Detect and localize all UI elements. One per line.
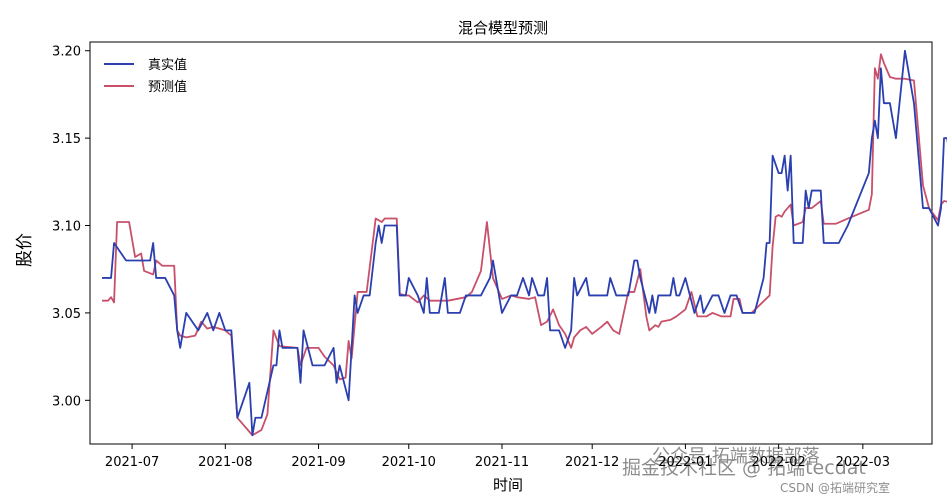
x-tick-label: 2021-12: [565, 455, 619, 470]
x-tick-label: 2021-11: [475, 455, 529, 470]
x-tick-label: 2022-02: [751, 455, 805, 470]
plot-frame: [89, 41, 933, 445]
legend: 真实值 预测值: [104, 57, 187, 95]
watermark-line-3: CSDN @拓端研究室: [780, 480, 890, 495]
y-axis-label: 股价: [15, 233, 35, 267]
series-line-predicted: [102, 53, 947, 437]
watermark: 公众号·拓端数据部落 掘金技术社区 @ 拓端tecdat CSDN @拓端研究室: [622, 446, 890, 495]
y-tick-label: 3.05: [52, 307, 81, 322]
x-tick-label: 2021-07: [105, 455, 159, 470]
y-tick-label: 3.20: [52, 45, 81, 60]
x-tick-label: 2022-03: [836, 455, 890, 470]
y-tick-label: 3.10: [52, 220, 81, 235]
y-axis-ticks: 3.00 3.05 3.10 3.15 3.20: [52, 45, 90, 409]
y-tick-label: 3.00: [52, 394, 81, 409]
x-tick-label: 2021-10: [382, 455, 436, 470]
x-axis-label: 时间: [493, 476, 523, 494]
series-lines: [102, 49, 947, 437]
x-tick-label: 2022-01: [658, 455, 712, 470]
watermark-line-2: 掘金技术社区 @ 拓端tecdat: [622, 457, 866, 479]
series-line-actual: [102, 49, 947, 437]
legend-label-actual: 真实值: [148, 57, 187, 73]
x-tick-label: 2021-08: [198, 455, 252, 470]
axes: [89, 41, 933, 445]
x-tick-label: 2021-09: [291, 455, 345, 470]
x-axis-ticks: 2021-07 2021-08 2021-09 2021-10 2021-11 2021-…: [105, 444, 890, 470]
legend-label-predicted: 预测值: [148, 79, 187, 95]
watermark-line-1: 公众号·拓端数据部落: [652, 446, 820, 467]
y-tick-label: 3.15: [52, 132, 81, 147]
chart-title: 混合模型预测: [458, 19, 548, 37]
